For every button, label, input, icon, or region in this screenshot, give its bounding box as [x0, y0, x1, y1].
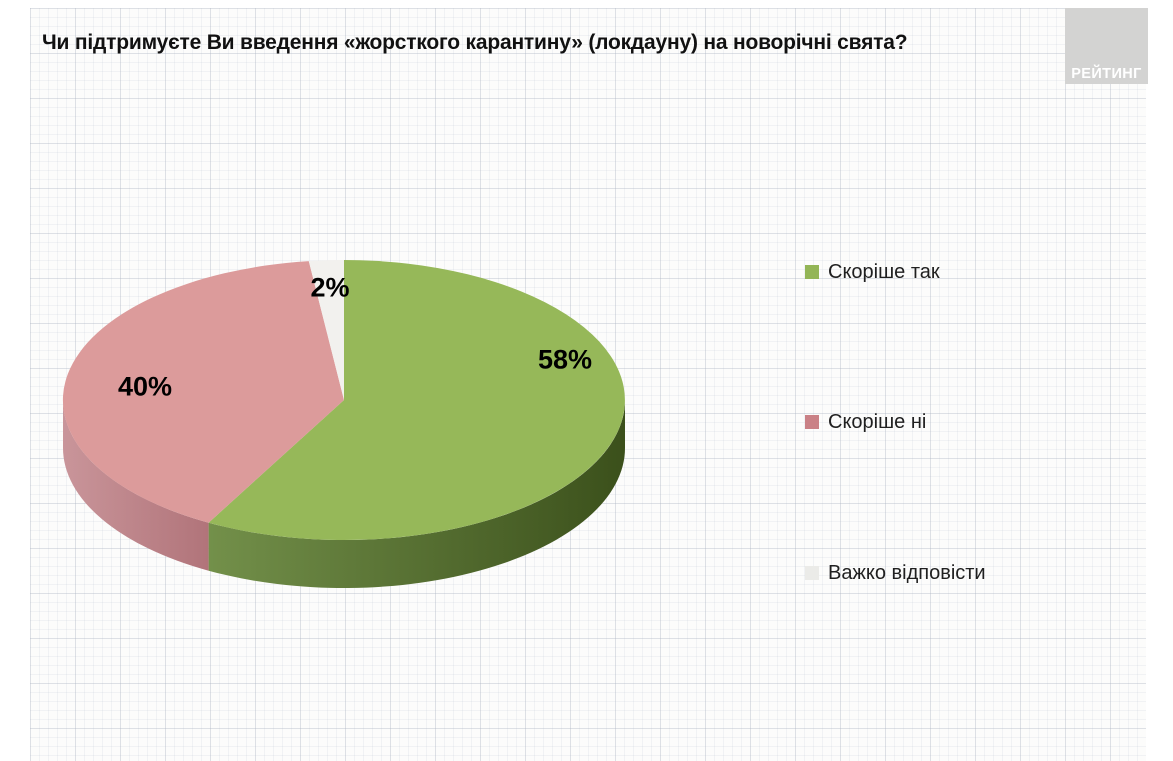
slice-value-label-no: 40%	[117, 371, 173, 402]
pie-slice-side-1	[62, 400, 209, 571]
legend-swatch-green	[805, 265, 819, 279]
chart-title: Чи підтримуєте Ви введення «жорсткого ка…	[42, 31, 908, 54]
pie-slice-top-2	[308, 260, 344, 400]
legend-item-hard-to-say: Важко відповісти	[805, 561, 986, 585]
slice-value-label-hard-to-say: 2%	[310, 272, 350, 303]
rating-group-logo-label: РЕЙТИНГ	[1071, 66, 1142, 82]
legend-swatch-gray	[805, 566, 819, 580]
slice-value-label-yes: 58%	[537, 344, 593, 375]
rating-group-logo: РЕЙТИНГ	[1065, 8, 1148, 84]
legend-swatch-pink	[805, 415, 819, 429]
legend-label-hard-to-say: Важко відповісти	[828, 561, 986, 584]
legend-item-no: Скоріше ні	[805, 410, 926, 434]
pie-slice-side-0	[208, 400, 626, 589]
pie-slice-top-1	[62, 261, 345, 523]
legend-label-no: Скоріше ні	[828, 410, 927, 433]
legend-item-yes: Скоріше так	[805, 260, 940, 284]
legend-label-yes: Скоріше так	[828, 260, 940, 283]
pie-slice-top-0	[208, 260, 625, 540]
